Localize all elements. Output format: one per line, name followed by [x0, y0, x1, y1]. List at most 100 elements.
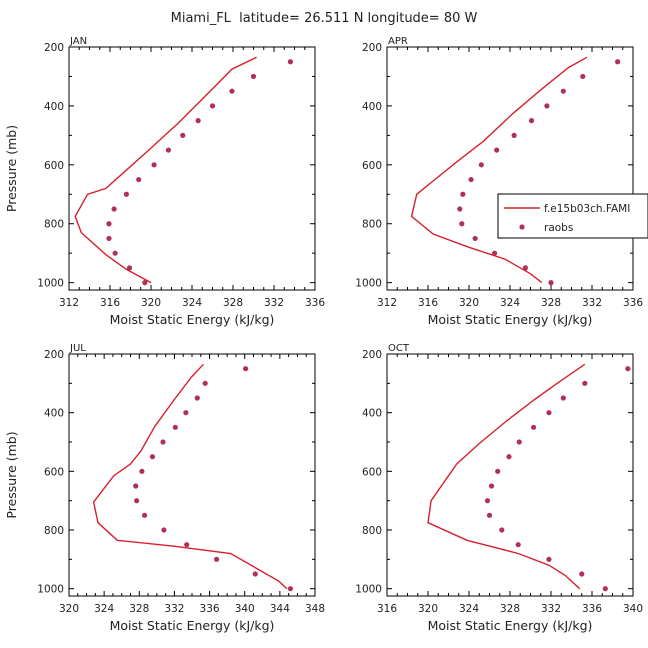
y-tick-label: 600 [44, 466, 64, 478]
x-tick-label: 332 [264, 297, 284, 309]
x-tick-label: 328 [500, 603, 520, 615]
raob-point [165, 147, 172, 153]
figure-title: Miami_FL latitude= 26.511 N longitude= 8… [171, 11, 478, 26]
legend-box [497, 193, 648, 239]
x-tick-label: 344 [270, 603, 290, 615]
raob-point [149, 454, 156, 460]
panel-apr: APR 312 316 320 324 328 332 336 200 400 600 800 1000… [355, 36, 643, 327]
y-tick-label: 200 [362, 349, 382, 361]
x-tick-label: 332 [164, 603, 184, 615]
plot-frame [386, 46, 634, 291]
raob-point [548, 280, 554, 286]
raob-point [136, 176, 142, 183]
raob-point [172, 424, 178, 430]
raob-point [478, 162, 484, 168]
raob-point [515, 542, 521, 548]
model-profile-line [410, 56, 588, 284]
y-tick-label: 1000 [37, 584, 64, 596]
model-profile-line [92, 363, 288, 590]
y-tick-label: 800 [362, 219, 382, 231]
raob-point [468, 176, 474, 183]
panel-label: OCT [388, 343, 410, 354]
raob-point [141, 512, 148, 518]
raob-point [460, 191, 466, 197]
panel-label: JUL [69, 343, 86, 354]
legend-point-swatch [519, 224, 525, 230]
y-tick-label: 600 [362, 466, 382, 478]
raob-point [242, 366, 249, 372]
raob-point [151, 162, 157, 168]
raob-point [560, 88, 566, 94]
raob-point [516, 439, 522, 445]
raob-point [582, 380, 588, 386]
x-tick-label: 324 [94, 603, 114, 615]
raob-point [160, 439, 166, 445]
y-tick-label: 1000 [355, 278, 382, 290]
x-tick-label: 328 [129, 603, 149, 615]
x-tick-label: 328 [541, 297, 561, 309]
raob-point [459, 221, 465, 227]
raob-point [161, 527, 167, 533]
raob-point [506, 454, 512, 460]
raob-point [602, 586, 608, 592]
raob-point [106, 221, 112, 227]
x-axis-title: Moist Static Energy (kJ/kg) [428, 312, 593, 327]
panel-label: JAN [69, 36, 87, 47]
raob-point [123, 191, 129, 197]
raob-point [139, 468, 145, 474]
x-axis-title: Moist Static Energy (kJ/kg) [428, 618, 593, 633]
raob-point [209, 103, 216, 109]
raob-point [287, 586, 293, 592]
y-tick-label: 400 [44, 408, 64, 420]
panel-jan: JAN 312 316 320 324 328 332 336 200 400 600 800 1000… [4, 36, 325, 327]
y-axis-title: Pressure (mb) [4, 431, 19, 518]
plot-frame [386, 353, 634, 597]
y-axis-title: Pressure (mb) [4, 125, 19, 212]
raob-point [522, 265, 528, 271]
y-tick-label: 800 [44, 525, 64, 537]
raob-point [202, 380, 208, 386]
y-tick-label: 400 [362, 408, 382, 420]
raob-point [544, 103, 550, 109]
raob-point [183, 410, 189, 416]
y-tick-label: 400 [44, 101, 64, 113]
raob-point [530, 424, 537, 430]
y-tick-label: 1000 [37, 278, 64, 290]
raob-point [106, 235, 112, 242]
raob-point [133, 483, 139, 489]
y-tick-label: 600 [44, 160, 64, 172]
panel-label: APR [388, 36, 408, 47]
x-axis-title: Moist Static Energy (kJ/kg) [110, 312, 275, 327]
raob-point [142, 280, 148, 286]
x-tick-label: 348 [305, 603, 325, 615]
raob-point [472, 235, 478, 242]
raob-point [528, 118, 535, 124]
y-tick-label: 600 [362, 160, 382, 172]
legend-obs-label: raobs [544, 222, 573, 234]
x-tick-label: 332 [582, 297, 602, 309]
x-tick-label: 332 [541, 603, 561, 615]
raob-point [252, 571, 258, 577]
legend-model-label: f.e15b03ch.FAMI [544, 203, 630, 215]
raob-point [579, 571, 585, 577]
x-tick-label: 328 [223, 297, 243, 309]
x-tick-label: 336 [305, 297, 325, 309]
raob-point [580, 73, 586, 80]
raob-point [546, 556, 552, 562]
raob-point [180, 132, 186, 138]
y-tick-label: 400 [362, 101, 382, 113]
x-tick-label: 324 [500, 297, 520, 309]
x-tick-label: 312 [377, 297, 397, 309]
y-tick-label: 800 [362, 525, 382, 537]
raob-point [615, 59, 621, 65]
x-tick-label: 340 [235, 603, 255, 615]
x-tick-label: 316 [100, 297, 120, 309]
panel-oct: OCT 316 320 324 328 332 336 340 200 400 600 800 1000… [355, 343, 643, 633]
x-tick-label: 336 [200, 603, 220, 615]
raob-point [112, 250, 118, 256]
x-tick-label: 340 [623, 603, 643, 615]
raob-point [287, 59, 293, 65]
raob-point [134, 498, 140, 504]
raob-point [546, 410, 552, 416]
